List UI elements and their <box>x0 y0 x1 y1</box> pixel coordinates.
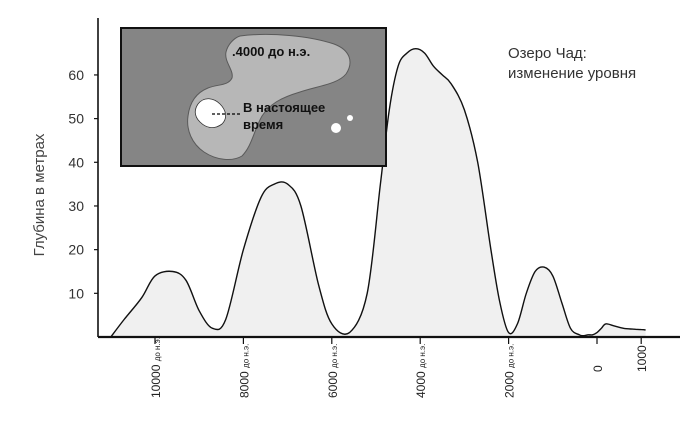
inset-map-lake-present <box>194 98 226 128</box>
x-tick-suffix: до н.э. <box>153 337 162 361</box>
water-level-line <box>110 47 646 338</box>
inset-map-label-present-2: время <box>243 117 283 132</box>
y-tick-label: 10 <box>68 285 84 301</box>
x-tick-label: 4000 до н.э. <box>414 344 428 398</box>
x-tick-label: 6000 до н.э. <box>326 344 340 398</box>
x-tick-suffix: до н.э. <box>507 344 516 368</box>
inset-map-lake-4000bc <box>187 33 351 160</box>
x-tick-suffix: до н.э. <box>330 344 339 368</box>
inset-map: .4000 до н.э. В настоящее время <box>120 27 387 167</box>
x-tick-label: 8000 до н.э. <box>237 344 251 398</box>
x-tick-label: 10000 до н.э. <box>149 337 163 398</box>
y-ticks: 10 20 30 40 50 60 <box>68 67 98 301</box>
inset-map-island <box>331 123 341 133</box>
x-tick-label: 2000 до н.э. <box>503 344 517 398</box>
chart-title-line-2: изменение уровня <box>508 65 636 82</box>
y-tick-label: 40 <box>68 154 84 170</box>
y-tick-label: 50 <box>68 111 84 127</box>
inset-map-label-4000bc: .4000 до н.э. <box>232 44 310 59</box>
y-tick-label: 60 <box>68 67 84 83</box>
x-tick-label: 0 <box>591 365 605 372</box>
y-tick-label: 30 <box>68 198 84 214</box>
inset-map-frame <box>120 27 387 167</box>
y-tick-label: 20 <box>68 242 84 258</box>
water-level-area <box>110 48 646 337</box>
x-tick-label: 1000 <box>635 345 649 372</box>
inset-map-island <box>347 115 353 121</box>
inset-map-label-present-1: В настоящее <box>243 100 325 115</box>
y-axis-label: Глубина в метрах <box>31 133 48 256</box>
x-ticks: 10000 до н.э.8000 до н.э.6000 до н.э.400… <box>149 337 649 398</box>
chart-title-line-1: Озеро Чад: <box>508 45 587 62</box>
x-tick-suffix: до н.э. <box>418 344 427 368</box>
x-tick-suffix: до н.э. <box>241 344 250 368</box>
